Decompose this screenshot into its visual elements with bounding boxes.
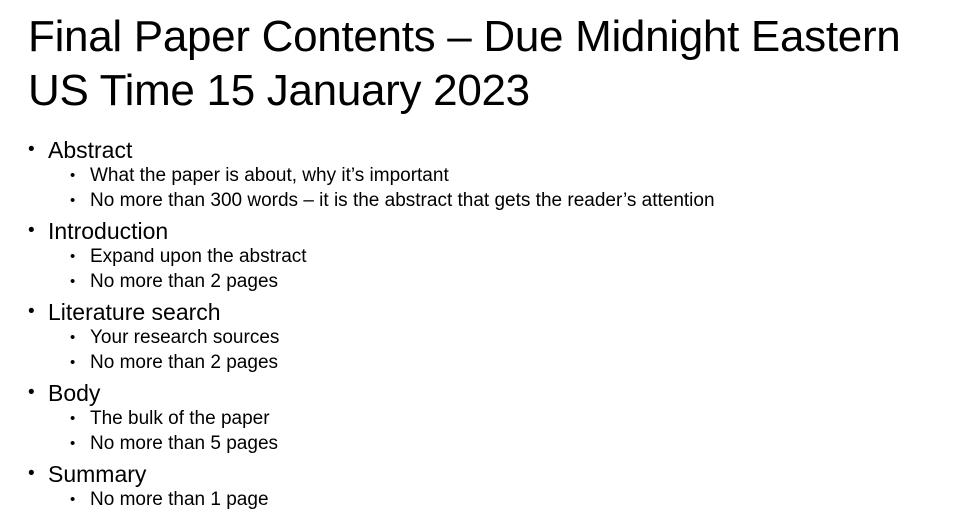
sub-bullet-dot-icon: • <box>70 434 76 452</box>
section-heading-row: • Abstract <box>28 136 953 164</box>
sub-bullet-text: No more than 2 pages <box>90 351 279 373</box>
sub-bullet-dot-icon: • <box>70 353 76 371</box>
bullet-dot-icon: • <box>28 382 35 403</box>
bullet-dot-icon: • <box>28 139 35 160</box>
sub-bullet-list: • No more than 1 page <box>28 488 953 513</box>
section-introduction: • Introduction • Expand upon the abstrac… <box>28 217 953 294</box>
sub-bullet-text: The bulk of the paper <box>90 408 270 429</box>
sub-bullet-list: • Expand upon the abstract • No more tha… <box>28 245 953 294</box>
sub-bullet-item: • No more than 300 words – it is the abs… <box>28 189 953 214</box>
section-abstract: • Abstract • What the paper is about, wh… <box>28 136 953 213</box>
section-heading-row: • Summary <box>28 460 953 488</box>
slide-title: Final Paper Contents – Due Midnight East… <box>28 12 901 115</box>
section-heading-row: • Literature search <box>28 298 953 326</box>
sub-bullet-text: No more than 1 page <box>90 489 269 510</box>
sub-bullet-item: • Your research sources <box>28 326 953 351</box>
sub-bullet-dot-icon: • <box>70 248 76 265</box>
sub-bullet-item: • The bulk of the paper <box>28 407 953 432</box>
section-heading: Summary <box>48 461 147 487</box>
sub-bullet-dot-icon: • <box>70 491 76 508</box>
sub-bullet-text: Your research sources <box>90 327 280 348</box>
sub-bullet-text: Expand upon the abstract <box>90 246 307 267</box>
sub-bullet-item: • No more than 1 page <box>28 488 953 513</box>
sub-bullet-item: • Expand upon the abstract <box>28 245 953 270</box>
sub-bullet-dot-icon: • <box>70 191 76 209</box>
section-heading-row: • Body <box>28 379 953 407</box>
bullet-list: • Abstract • What the paper is about, wh… <box>28 136 953 517</box>
section-summary: • Summary • No more than 1 page <box>28 460 953 513</box>
sub-bullet-text: No more than 2 pages <box>90 270 279 292</box>
bullet-dot-icon: • <box>28 463 35 484</box>
section-literature-search: • Literature search • Your research sour… <box>28 298 953 375</box>
sub-bullet-item: • No more than 2 pages <box>28 351 953 376</box>
section-heading: Literature search <box>48 299 221 325</box>
sub-bullet-item: • No more than 2 pages <box>28 270 953 295</box>
sub-bullet-list: • What the paper is about, why it’s impo… <box>28 164 953 213</box>
sub-bullet-text: No more than 5 pages <box>90 432 279 454</box>
sub-bullet-dot-icon: • <box>70 272 76 290</box>
sub-bullet-dot-icon: • <box>70 410 76 427</box>
section-body: • Body • The bulk of the paper • No more… <box>28 379 953 456</box>
section-heading: Body <box>48 380 101 406</box>
sub-bullet-text: No more than 300 words – it is the abstr… <box>90 189 715 211</box>
sub-bullet-dot-icon: • <box>70 167 76 184</box>
section-heading: Abstract <box>48 137 133 163</box>
sub-bullet-item: • No more than 5 pages <box>28 432 953 457</box>
sub-bullet-list: • Your research sources • No more than 2… <box>28 326 953 375</box>
section-heading-row: • Introduction <box>28 217 953 245</box>
sub-bullet-list: • The bulk of the paper • No more than 5… <box>28 407 953 456</box>
bullet-dot-icon: • <box>28 301 35 322</box>
sub-bullet-text: What the paper is about, why it’s import… <box>90 165 449 186</box>
sub-bullet-dot-icon: • <box>70 329 76 346</box>
section-heading: Introduction <box>48 218 169 244</box>
sub-bullet-item: • What the paper is about, why it’s impo… <box>28 164 953 189</box>
bullet-dot-icon: • <box>28 220 35 241</box>
